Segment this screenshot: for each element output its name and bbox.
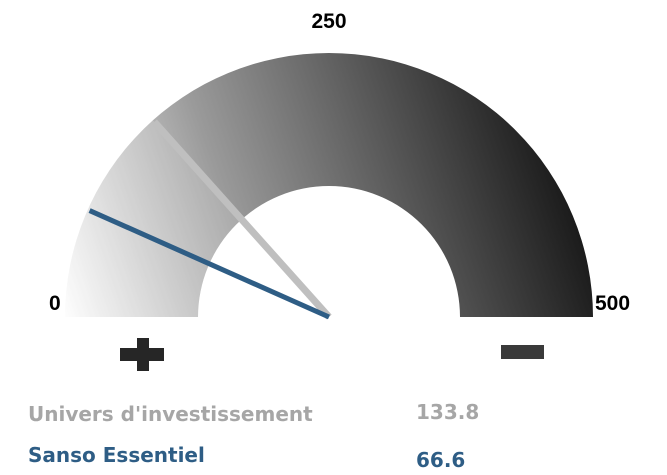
legend-label-sanso: Sanso Essentiel xyxy=(28,443,205,467)
tick-label-mid: 250 xyxy=(311,10,346,33)
tick-label-min: 0 xyxy=(49,292,61,315)
legend-label-univers: Univers d'investissement xyxy=(28,402,313,426)
minus-icon xyxy=(501,345,544,359)
gauge-zone-univers xyxy=(65,120,242,318)
legend-value-univers: 133.8 xyxy=(416,400,479,424)
plus-icon xyxy=(120,338,164,371)
needle-univers xyxy=(151,119,332,320)
legend-value-sanso: 66.6 xyxy=(416,448,465,472)
tick-label-max: 500 xyxy=(595,292,630,315)
gauge-band xyxy=(65,53,593,317)
needle-sanso xyxy=(88,208,331,320)
